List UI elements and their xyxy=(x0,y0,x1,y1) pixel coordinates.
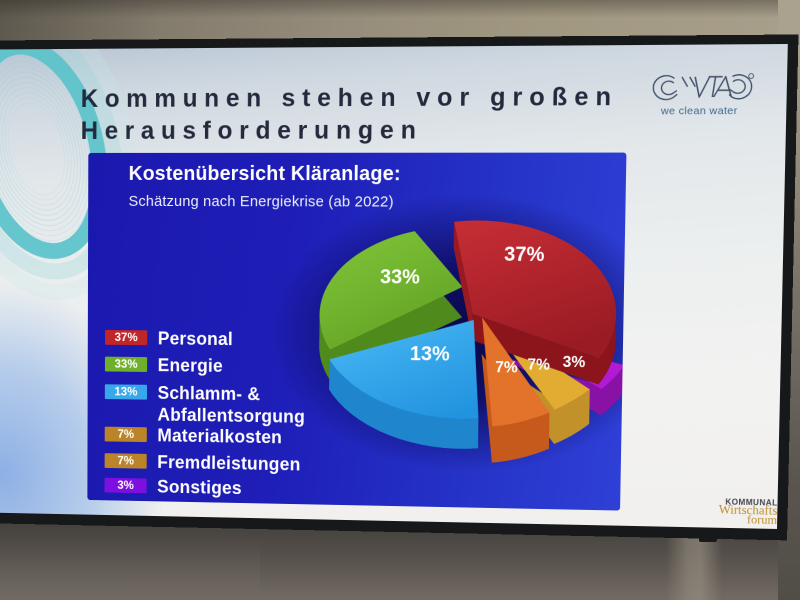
svg-text:7%: 7% xyxy=(527,356,550,374)
svg-text:37%: 37% xyxy=(504,243,545,266)
svg-text:we clean water: we clean water xyxy=(660,106,738,118)
svg-text:7%: 7% xyxy=(495,359,518,377)
svg-text:13%: 13% xyxy=(410,343,450,366)
svg-text:33%: 33% xyxy=(380,266,420,289)
svg-text:3%: 3% xyxy=(563,353,586,371)
